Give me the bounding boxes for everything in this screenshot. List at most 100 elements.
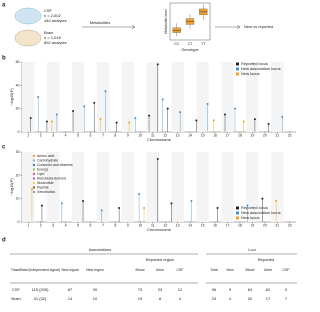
table-header: New region [86,268,104,272]
class-swatch [32,163,36,167]
x-axis-label: Genotype [181,47,199,52]
point [224,113,227,116]
chromosome-band [22,152,35,222]
table-cell: 4 [229,296,232,301]
panel-label: a [2,3,6,9]
chromosome-band [146,62,159,132]
x-tick-label: 13 [176,133,180,137]
class-swatch [32,190,36,194]
legend-swatch [236,62,239,66]
point [104,90,107,93]
x-tick-label: 20 [263,223,267,227]
table-cell: 30 [93,287,98,292]
x-tick-label: 19 [250,133,254,137]
point [143,207,146,209]
chromosome-band [246,152,259,222]
chromosome-band [221,152,234,222]
x-tick-label: 11 [151,133,155,137]
class-label: Lipid [37,172,44,176]
x-tick-label: 6 [90,133,92,137]
x-tick-label: 12 [163,133,167,137]
panel-label: c [2,145,6,151]
table-header: CSF [283,268,290,272]
x-tick-label: 3 [52,133,54,137]
y-tick-label: 20 [16,107,20,111]
plot-frame [169,2,211,41]
legend-label: New association locus [241,210,281,215]
x-axis-label: Chromosome [147,137,172,142]
table-header: New signal [61,268,78,272]
x-tick-label: 19 [250,223,254,227]
x-tick-label: 1 [27,133,29,137]
table-header: Total (independent signal) [20,268,60,272]
point [246,204,249,207]
y-tick-label: 40 [16,83,20,87]
chromosome-band [22,62,35,132]
point [166,107,169,110]
x-tick-label: 2 [40,133,42,137]
panel-label: b [2,56,6,62]
table-header: Urine [156,268,164,272]
point [275,200,278,202]
text: Brain [44,30,53,35]
chromosome-band [271,62,284,132]
x-tick-label: 13 [176,223,180,227]
class-label: Peptide [37,185,49,189]
chromosome-band [46,62,60,132]
table-group-header: Reported [258,257,274,262]
figure: a CSF n = 2,602 440 analytes Brain n = 1… [2,2,297,301]
x-tick-label: 15 [201,133,205,137]
point [267,122,270,125]
point [93,101,96,104]
table-cell: 0 [285,287,288,292]
point [179,111,182,114]
y-tick-label: 0 [18,130,20,134]
point [30,188,33,191]
legend-label: Reported locus [241,61,268,66]
x-tick-label: 11 [151,223,155,227]
point [82,200,85,202]
point [148,114,151,117]
class-swatch [32,186,36,189]
chromosome-band [171,152,184,222]
brain-icon [14,7,42,25]
x-tick-label: 15 [201,223,205,227]
point [206,103,209,105]
point [45,120,48,123]
x-tick-label: 14 [188,223,192,227]
point [83,105,86,108]
y-tick-label: 60 [16,60,20,64]
point [60,202,63,205]
table-cell: 17 [266,296,271,301]
table-cell: 9 [229,287,232,292]
point [261,197,264,200]
y-axis-label: −log10(P) [9,178,14,196]
chromosome-band [121,152,135,222]
class-swatch [32,172,36,176]
x-tick-label: 3 [52,223,54,227]
table-cell: 8 [159,296,162,301]
class-swatch [32,154,36,158]
x-tick-label: TT [201,42,206,46]
x-tick-label: 21 [275,223,279,227]
x-tick-label: 14 [188,133,192,137]
class-label: Carbohydrate [37,158,58,162]
chromosome-band [71,62,85,132]
x-tick-label: CC [174,42,180,46]
point [99,118,102,121]
x-tick-label: 20 [263,133,267,137]
class-label: Xenobiotics [37,190,55,194]
page: {"panel_a":{"label":"a","csf":"CSF","csf… [2,2,297,302]
point [233,107,236,110]
y-axis-label: −log10(P) [9,88,14,106]
x-tick-label: 10 [138,133,142,137]
class-swatch [32,168,36,171]
text: Metabolites [90,20,110,25]
point [128,121,131,124]
point [55,113,58,116]
table-header: Total [210,268,218,272]
x-tick-label: 5 [77,223,79,227]
point [156,158,159,160]
class-label: Amino acid [37,154,54,158]
chromosome-band [196,62,209,132]
